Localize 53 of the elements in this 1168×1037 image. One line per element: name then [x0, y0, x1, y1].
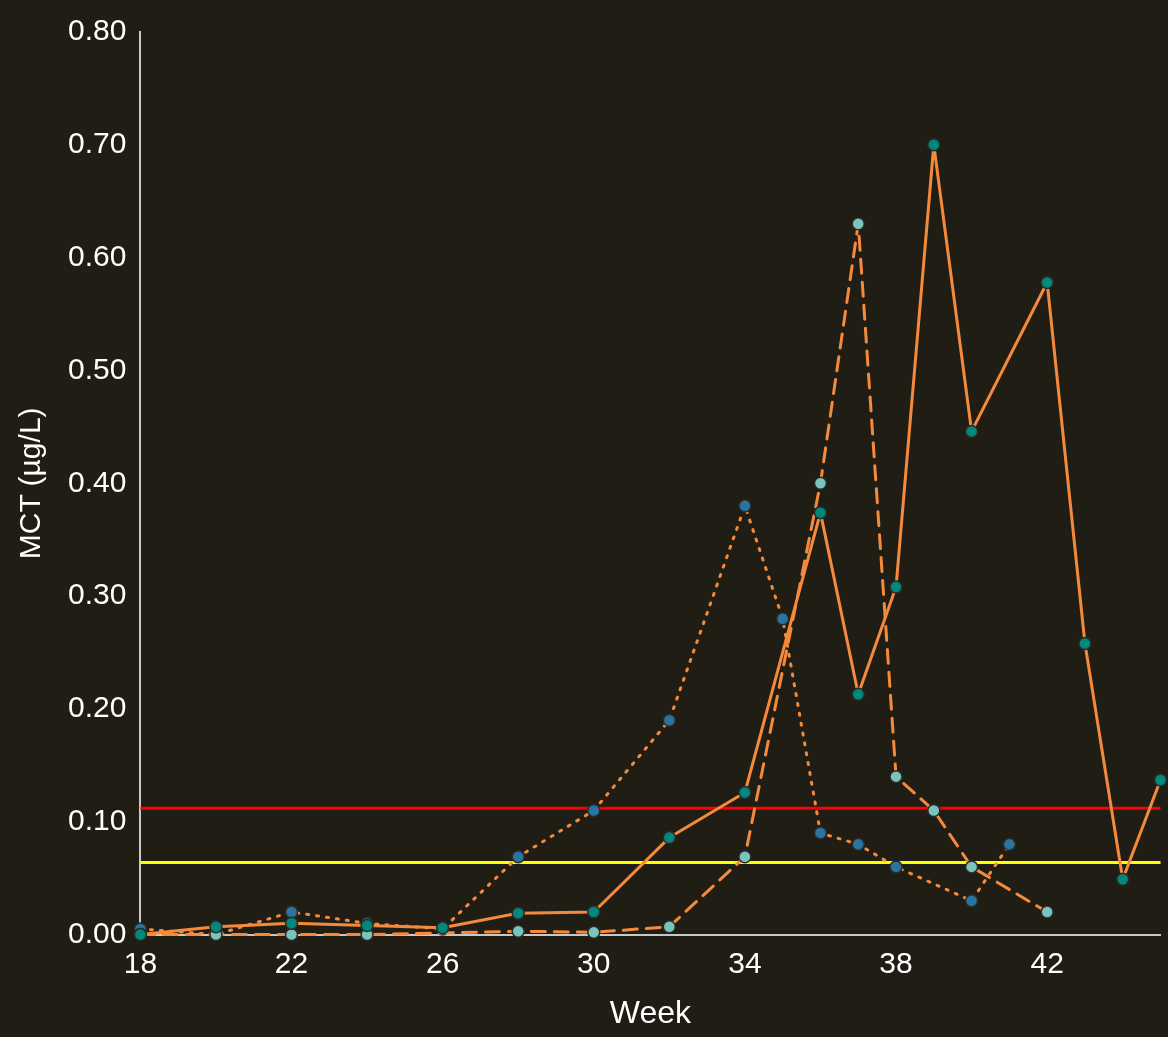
- point: [587, 905, 601, 919]
- point: [511, 924, 525, 938]
- point: [511, 906, 525, 920]
- point: [813, 826, 828, 840]
- point: [927, 138, 941, 152]
- point: [587, 803, 601, 818]
- point: [813, 476, 828, 491]
- point: [851, 687, 865, 702]
- x-axis-title: Week: [609, 993, 693, 1030]
- point: [1040, 275, 1054, 290]
- y-tick-label: 0.80: [68, 13, 127, 47]
- point: [738, 499, 752, 513]
- x-tick-label: 30: [577, 945, 611, 979]
- x-tick-label: 34: [728, 945, 762, 979]
- point: [738, 785, 752, 800]
- point: [284, 927, 299, 942]
- point: [775, 611, 790, 626]
- point: [1153, 773, 1168, 787]
- point: [284, 905, 299, 919]
- x-tick-label: 22: [274, 945, 309, 979]
- y-tick-label: 0.70: [68, 126, 127, 160]
- y-tick-label: 0.20: [68, 690, 127, 724]
- point: [813, 505, 828, 520]
- point: [587, 925, 601, 940]
- point: [964, 860, 979, 874]
- point: [889, 769, 903, 784]
- point: [889, 580, 903, 594]
- point: [662, 919, 677, 934]
- point: [209, 919, 223, 934]
- x-tick-label: 42: [1030, 945, 1064, 979]
- point: [662, 713, 677, 727]
- y-tick-label: 0.10: [68, 803, 127, 837]
- x-tick-label: 38: [879, 945, 913, 979]
- point: [1002, 837, 1017, 852]
- point: [927, 803, 941, 818]
- y-tick-label: 0.40: [68, 464, 127, 498]
- point: [662, 830, 677, 845]
- point: [738, 850, 752, 864]
- y-tick-label: 0.50: [68, 351, 127, 385]
- point: [1078, 636, 1092, 651]
- point: [964, 894, 979, 908]
- point: [284, 916, 299, 931]
- point: [511, 850, 525, 864]
- point: [889, 860, 903, 874]
- point: [851, 217, 865, 231]
- point: [1040, 905, 1054, 919]
- y-tick-label: 0.30: [68, 577, 127, 611]
- point: [851, 837, 865, 852]
- y-tick-label: 0.60: [68, 238, 127, 272]
- point: [964, 424, 979, 439]
- point: [1115, 872, 1130, 887]
- y-axis-title: MCT (µg/L): [13, 407, 47, 560]
- x-tick-label: 26: [425, 945, 460, 979]
